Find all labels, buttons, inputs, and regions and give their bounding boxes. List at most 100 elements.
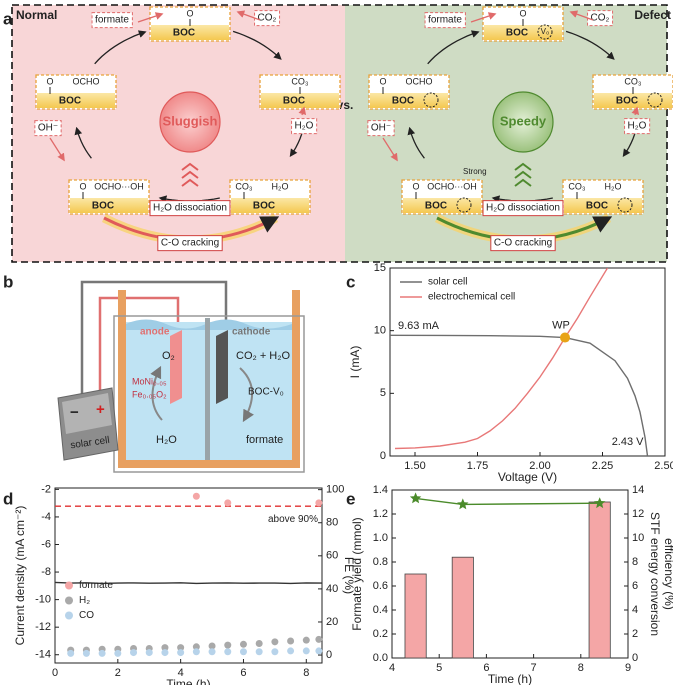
species: formate [428,15,462,26]
boc-box: CO₃ BOC [259,74,341,110]
boc-layer [564,198,642,213]
boc-box: O BOC V₀ [482,6,564,42]
working-point [560,332,570,343]
adsorbate: OCHO [406,76,433,86]
note: Strong [463,167,487,176]
species-box [291,118,318,135]
annotation: 2.43 V [612,436,644,448]
y-tick-label: -4 [41,511,51,523]
species-arrow [382,137,398,162]
cathode-catalyst: BOC-V₀ [248,387,284,398]
y-tick-label: 0.6 [373,580,388,592]
y2-tick-label: 2 [632,628,638,640]
state-circle [159,91,221,153]
species-arrow [569,10,594,21]
chevron [181,170,199,179]
anode-catalyst: MoNi₀.₀₅ [132,376,167,386]
y-axis-label: Formate yield (mmol) [350,517,364,630]
anode-product: O₂ [162,350,175,362]
cathode-reactants: CO₂ + H₂O [236,350,291,362]
y2-tick-label: 12 [632,508,644,520]
y2-axis-label: STF energy conversion [648,512,662,636]
y2-tick-label: 40 [326,583,338,595]
star-marker [594,497,606,509]
y-tick-label: 0.0 [373,652,388,664]
boc-label: BOC [283,96,305,107]
data-point [67,649,75,657]
y2-axis-label: FE (%) [342,557,356,594]
cycle-arrow [565,30,615,60]
adsorbate: O [46,76,53,86]
step-label: C-O cracking [494,238,552,249]
cathode-label: cathode [232,327,271,338]
boc-label: BOC [253,201,275,212]
species-arrow [49,137,65,162]
species: formate [95,15,129,26]
solar-cell-face [62,393,112,434]
species: OH⁻ [38,123,58,134]
container-wall [118,290,126,468]
side-title: Defect [634,8,671,22]
x-tick-label: 4 [178,667,184,679]
adsorbate: O [519,8,526,18]
boc-layer [594,93,672,108]
data-point [224,648,232,656]
plot-frame [391,489,629,659]
x-tick-label: 0 [52,667,58,679]
boc-label: BOC [616,96,638,107]
solar-cell-label: solar cell [70,435,111,451]
data-point [114,649,122,657]
species-box [367,120,395,137]
cathode-plate [216,330,228,404]
y2-tick-label: 100 [326,484,344,496]
chevron [514,170,532,179]
y2-tick-label: 4 [632,604,638,616]
data-point [82,649,90,657]
data-point [271,638,279,646]
data-point [271,648,279,656]
adsorbate: H₂O [272,181,289,191]
species: H₂O [295,121,314,132]
step-label: C-O cracking [161,238,219,249]
step-box [149,200,231,217]
data-point [315,647,323,655]
data-point [208,648,216,656]
boc-layer [484,25,562,40]
data-point [177,649,185,657]
adsorbate: CO₃ [235,181,253,191]
y2-tick-label: 80 [326,517,338,529]
chevron [514,162,532,171]
working-point-label: WP [552,319,570,331]
anode-catalyst: Fe₀.₀₅O₂ [132,389,167,399]
species-box [91,12,133,29]
side-title: Normal [16,8,57,22]
cycle-arrow [74,126,92,159]
x-tick-label: 6 [483,662,489,674]
data-point [255,639,263,647]
container-wall [292,290,300,468]
y-tick-label: 1.4 [373,484,388,496]
state-circle [492,91,554,153]
anode-plate [170,330,182,404]
cell-diagram: anode cathode O₂ MoNi₀.₀₅ Fe₀.₀₅O₂ H₂O C… [57,280,305,473]
state-label: Sluggish [163,113,218,128]
species-arrow [470,12,497,23]
y2-tick-label: 0 [326,649,332,661]
adsorbate: O [186,8,193,18]
panel-border [11,4,668,263]
series-line [415,497,600,506]
boc-layer [151,25,229,40]
step-box [482,200,564,217]
x-axis-label: Time (h) [166,677,210,685]
cycle-arrow [94,30,147,65]
y-tick-label: 5 [380,387,386,399]
y2-tick-label: 6 [632,580,638,592]
plot-frame [389,267,666,457]
adsorbate: O [79,181,86,191]
boc-box: O OCHO BOC [35,74,117,110]
step-label: H₂O dissociation [486,203,560,214]
y-tick-label: 0.4 [373,604,388,616]
vacancy [537,24,553,40]
x-tick-label: 2.00 [529,460,550,472]
